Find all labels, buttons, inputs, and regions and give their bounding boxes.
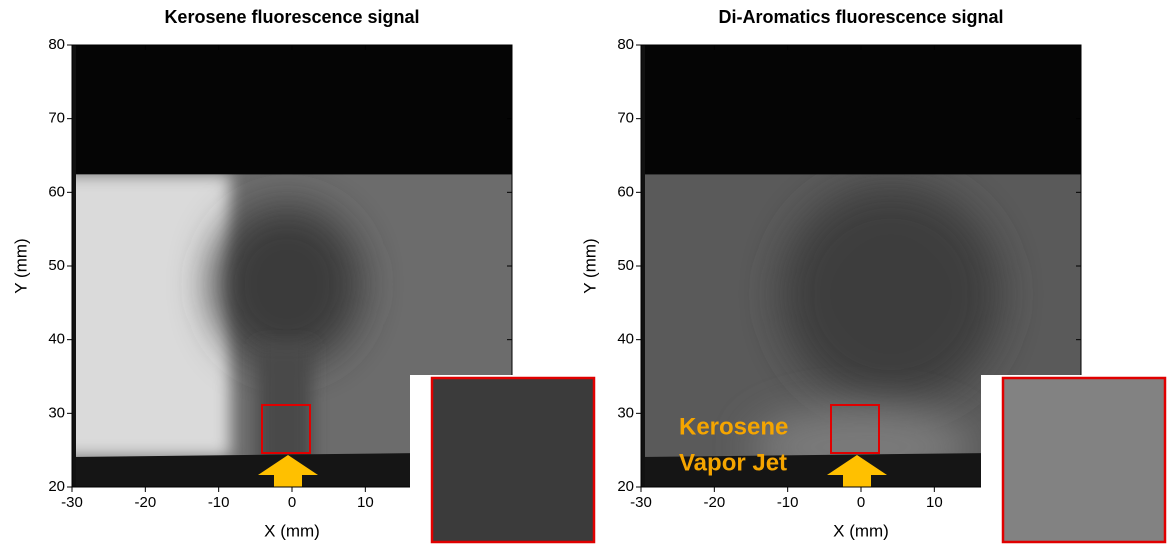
x-tick-label: 0 (288, 494, 296, 511)
x-tick-label: 10 (357, 494, 374, 511)
y-tick-label: 30 (48, 404, 65, 421)
x-tick-label: -30 (61, 494, 83, 511)
top-edge (72, 45, 512, 175)
inset-image (430, 376, 596, 544)
y-tick-label: 20 (48, 478, 65, 495)
y-axis-label: Y (mm) (11, 238, 30, 293)
jet-arrow (258, 455, 318, 487)
inset-image (1001, 376, 1167, 544)
dark-plume (212, 204, 362, 365)
chart-title: Kerosene fluorescence signal (164, 7, 419, 27)
dark-plume (781, 184, 1001, 405)
x-tick-label: 0 (857, 494, 865, 511)
y-tick-label: 80 (48, 36, 65, 53)
y-tick-label: 50 (48, 257, 65, 274)
jet-arrow (827, 455, 887, 487)
y-tick-label: 60 (48, 183, 65, 200)
y-tick-label: 70 (617, 110, 634, 127)
x-tick-label: -30 (630, 494, 652, 511)
y-tick-label: 60 (617, 183, 634, 200)
y-tick-label: 40 (48, 331, 65, 348)
top-edge (641, 45, 1081, 175)
left-edge (641, 45, 645, 487)
x-tick-label: -20 (703, 494, 725, 511)
x-axis-label: X (mm) (833, 521, 889, 540)
region-box (261, 404, 311, 454)
bright-region (72, 174, 231, 457)
y-tick-label: 20 (617, 478, 634, 495)
y-tick-label: 30 (617, 404, 634, 421)
annotation: Kerosene (679, 413, 788, 440)
y-tick-label: 50 (617, 257, 634, 274)
x-tick-label: -10 (777, 494, 799, 511)
chart-title: Di-Aromatics fluorescence signal (718, 7, 1003, 27)
x-tick-label: -20 (134, 494, 156, 511)
x-axis-label: X (mm) (264, 521, 320, 540)
x-tick-label: -10 (208, 494, 230, 511)
y-tick-label: 70 (48, 110, 65, 127)
annotation: Vapor Jet (679, 449, 787, 476)
left-edge (72, 45, 76, 487)
image-panel (641, 45, 1081, 487)
region-box (830, 404, 880, 454)
y-axis-label: Y (mm) (580, 238, 599, 293)
y-tick-label: 80 (617, 36, 634, 53)
x-tick-label: 10 (926, 494, 943, 511)
y-tick-label: 40 (617, 331, 634, 348)
